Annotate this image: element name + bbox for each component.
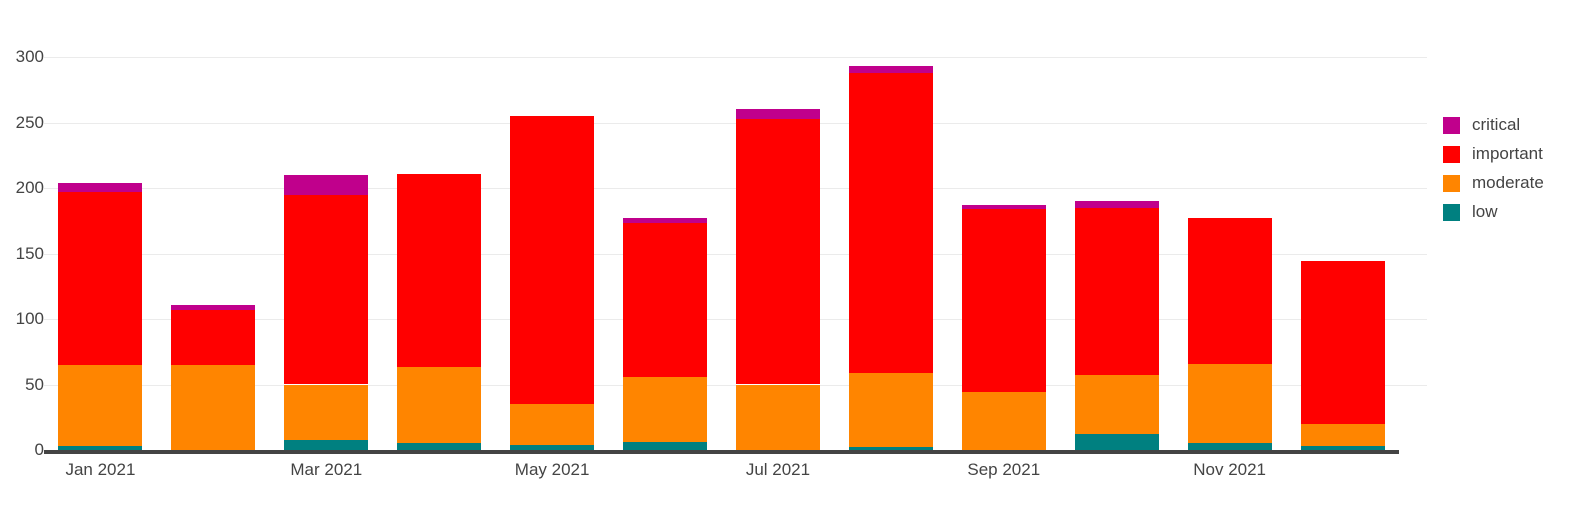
y-tick-label-150: 150 (15, 243, 44, 263)
bar-segment-low-apr-2021[interactable] (397, 443, 482, 450)
bar-segment-important-aug-2021[interactable] (848, 72, 933, 373)
bar-segment-moderate-mar-2021[interactable] (284, 384, 369, 440)
legend-label-moderate: moderate (1472, 173, 1544, 192)
bar-segment-low-nov-2021[interactable] (1187, 443, 1272, 450)
bar-segment-important-mar-2021[interactable] (284, 194, 369, 385)
bar-segment-important-sep-2021[interactable] (961, 208, 1046, 393)
bar-segment-important-dec-2021[interactable] (1300, 261, 1385, 424)
y-gridline-50 (44, 384, 1427, 386)
bar-segment-low-oct-2021[interactable] (1074, 434, 1159, 450)
y-tick-label-100: 100 (15, 309, 44, 328)
bar-segment-moderate-jun-2021[interactable] (623, 376, 708, 443)
bar-segment-important-apr-2021[interactable] (397, 173, 482, 368)
bar-segment-low-aug-2021[interactable] (848, 447, 933, 450)
y-gridline-150 (44, 253, 1427, 255)
bar-segment-important-feb-2021[interactable] (171, 309, 256, 365)
legend-item-low[interactable]: low (1443, 203, 1544, 221)
bar-segment-moderate-dec-2021[interactable] (1300, 423, 1385, 447)
bar-segment-critical-mar-2021[interactable] (284, 174, 369, 195)
bar-segment-moderate-apr-2021[interactable] (397, 367, 482, 444)
bar-segment-low-mar-2021[interactable] (284, 439, 369, 450)
bar-segment-low-jun-2021[interactable] (623, 442, 708, 450)
bar-segment-important-jan-2021[interactable] (58, 191, 143, 365)
bar-segment-important-may-2021[interactable] (510, 115, 595, 405)
bar-segment-important-oct-2021[interactable] (1074, 207, 1159, 376)
bar-segment-important-jul-2021[interactable] (735, 118, 820, 385)
legend-label-critical: critical (1472, 115, 1521, 134)
bar-segment-critical-jul-2021[interactable] (735, 109, 820, 119)
bar-segment-critical-jun-2021[interactable] (623, 218, 708, 224)
critical-swatch-icon (1443, 116, 1460, 134)
bar-segment-important-nov-2021[interactable] (1187, 218, 1272, 364)
bar-segment-low-jan-2021[interactable] (58, 446, 143, 450)
legend-item-important[interactable]: important (1443, 145, 1544, 163)
bar-segment-moderate-aug-2021[interactable] (848, 372, 933, 448)
bar-segment-important-jun-2021[interactable] (623, 223, 708, 377)
y-tick-label-0: 0 (34, 440, 44, 459)
bar-segment-moderate-oct-2021[interactable] (1074, 375, 1159, 435)
legend-label-important: important (1472, 144, 1543, 163)
y-tick-label-200: 200 (15, 178, 44, 197)
legend: critical important moderate low (1443, 116, 1544, 232)
x-tick-label-may-2021: May 2021 (514, 460, 590, 479)
bar-segment-moderate-jul-2021[interactable] (735, 384, 820, 450)
y-tick-label-300: 300 (15, 47, 44, 66)
bar-segment-critical-sep-2021[interactable] (961, 205, 1046, 209)
bar-segment-low-may-2021[interactable] (510, 444, 595, 450)
bar-segment-low-dec-2021[interactable] (1300, 446, 1385, 450)
bar-segment-moderate-feb-2021[interactable] (171, 364, 256, 450)
x-tick-label-nov-2021: Nov 2021 (1193, 460, 1267, 479)
legend-item-critical[interactable]: critical (1443, 116, 1544, 134)
bar-segment-critical-aug-2021[interactable] (848, 66, 933, 73)
bar-segment-critical-oct-2021[interactable] (1074, 201, 1159, 208)
x-tick-label-sep-2021: Sep 2021 (967, 460, 1041, 479)
y-gridline-200 (44, 188, 1427, 189)
x-tick-label-mar-2021: Mar 2021 (290, 460, 363, 479)
bar-segment-moderate-nov-2021[interactable] (1187, 363, 1272, 444)
important-swatch-icon (1443, 145, 1460, 163)
bar-segment-critical-feb-2021[interactable] (171, 304, 256, 310)
y-gridline-300 (44, 57, 1427, 58)
x-axis-line (44, 450, 1399, 454)
bar-segment-moderate-sep-2021[interactable] (961, 392, 1046, 450)
x-tick-label-jan-2021: Jan 2021 (65, 460, 136, 479)
y-gridline-250 (44, 122, 1427, 124)
bar-segment-moderate-may-2021[interactable] (510, 404, 595, 445)
bar-segment-moderate-jan-2021[interactable] (58, 364, 143, 447)
y-tick-label-250: 250 (15, 112, 44, 132)
legend-item-moderate[interactable]: moderate (1443, 174, 1544, 192)
y-gridline-100 (44, 319, 1427, 320)
x-tick-label-jul-2021: Jul 2021 (745, 460, 811, 479)
legend-label-low: low (1472, 202, 1498, 221)
moderate-swatch-icon (1443, 174, 1460, 192)
bar-segment-critical-jan-2021[interactable] (58, 182, 143, 192)
y-tick-label-50: 50 (25, 374, 44, 394)
low-swatch-icon (1443, 203, 1460, 221)
